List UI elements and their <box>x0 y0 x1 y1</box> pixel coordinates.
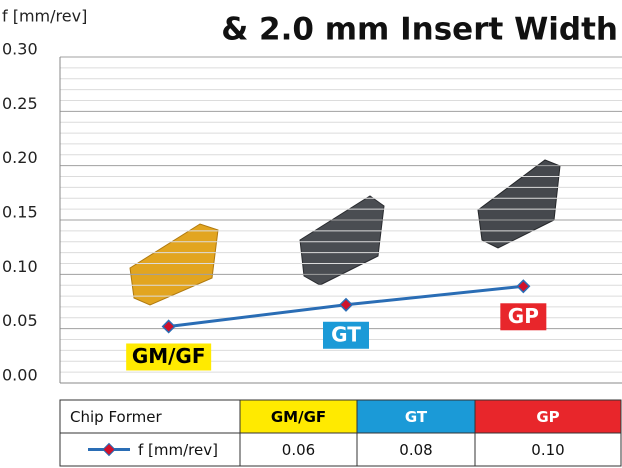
table-header: Chip Former <box>70 408 162 426</box>
category-label: GT <box>331 322 361 346</box>
table-header-cell <box>239 399 358 434</box>
insert-gt <box>299 195 385 286</box>
legend-label: f [mm/rev] <box>138 441 218 459</box>
table-header: GP <box>536 408 559 426</box>
table-cell: 0.10 <box>531 441 564 459</box>
category-label-box <box>126 343 212 371</box>
table-header: GM/GF <box>271 408 326 426</box>
category-label-box <box>323 321 369 349</box>
insert-images <box>129 159 561 306</box>
insert-gmgf <box>129 223 219 306</box>
insert-gp <box>477 159 561 249</box>
data-point <box>161 319 176 334</box>
y-tick-label: 0.15 <box>2 203 38 222</box>
y-axis-label: f [mm/rev] <box>2 7 87 26</box>
category-label-box <box>500 303 547 331</box>
legend-marker <box>102 442 116 457</box>
category-label: GP <box>508 304 539 328</box>
table-header: GT <box>405 408 428 426</box>
y-tick-label: 0.05 <box>2 311 38 330</box>
table-cell: 0.06 <box>282 441 315 459</box>
y-tick-label: 0.00 <box>2 366 38 385</box>
y-tick-label: 0.10 <box>2 257 38 276</box>
table-cell: 0.08 <box>399 441 432 459</box>
y-tick-label: 0.25 <box>2 94 38 113</box>
category-label: GM/GF <box>132 344 206 368</box>
table-header-cell <box>474 399 622 434</box>
chart-title: & 2.0 mm Insert Width <box>221 12 618 48</box>
data-point <box>338 297 354 312</box>
y-tick-label: 0.30 <box>2 40 38 59</box>
data-point <box>516 279 531 294</box>
y-tick-label: 0.20 <box>2 148 38 167</box>
